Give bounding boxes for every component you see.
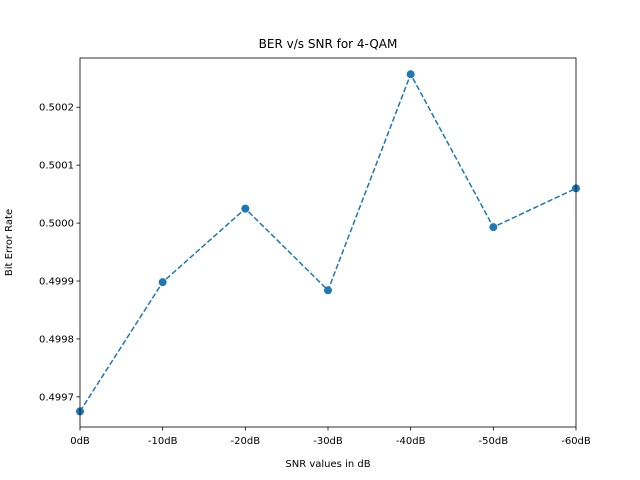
data-point — [241, 204, 250, 213]
chart-title: BER v/s SNR for 4-QAM — [259, 37, 398, 51]
y-tick-label: 0.4999 — [39, 277, 74, 288]
y-tick-label: 0.4998 — [39, 334, 74, 345]
x-axis-title: SNR values in dB — [285, 459, 370, 470]
y-tick-label: 0.5002 — [39, 103, 74, 114]
x-tick-label: -30dB — [313, 436, 343, 447]
y-tick-label: 0.4997 — [39, 392, 74, 403]
plot-frame — [79, 57, 577, 428]
x-tick-label: -10dB — [148, 436, 178, 447]
y-axis-ticks: 0.4997 0.4998 0.4999 0.5000 0.5001 0.5002 — [39, 103, 80, 403]
x-tick-label: 0dB — [70, 436, 90, 447]
y-tick-label: 0.5000 — [39, 219, 74, 230]
y-axis-title: Bit Error Rate — [4, 209, 15, 276]
data-point — [489, 223, 498, 232]
x-tick-label: -60dB — [561, 436, 591, 447]
plot-area — [80, 58, 576, 427]
data-point — [158, 278, 167, 287]
data-point — [406, 70, 415, 79]
data-point — [324, 286, 332, 295]
x-axis-ticks: 0dB -10dB -20dB -30dB -40dB -50dB -60dB — [70, 427, 591, 447]
x-tick-label: -40dB — [396, 436, 426, 447]
x-tick-label: -50dB — [479, 436, 509, 447]
series-layer — [76, 70, 580, 416]
y-tick-label: 0.5001 — [39, 161, 74, 172]
x-tick-label: -20dB — [231, 436, 261, 447]
